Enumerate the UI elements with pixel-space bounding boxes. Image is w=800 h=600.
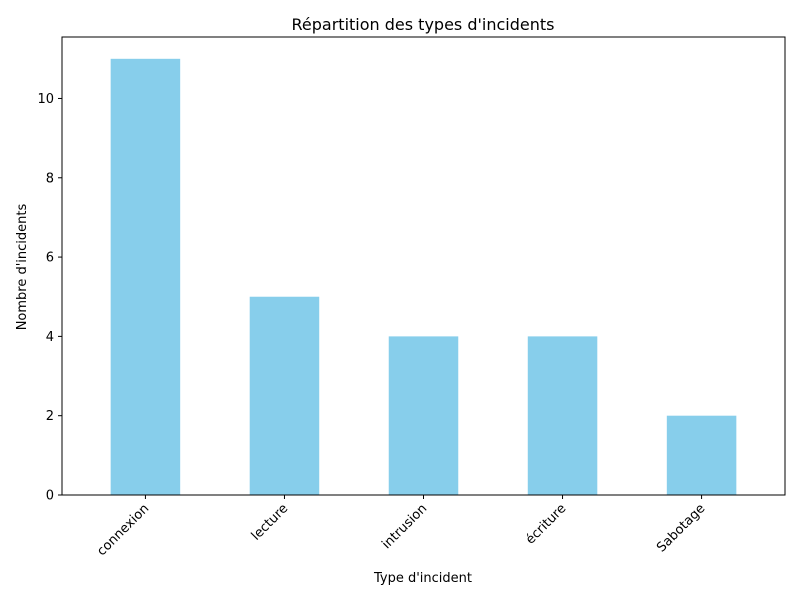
x-tick-label-intrusion: intrusion: [379, 501, 430, 552]
bar-intrusion: [388, 336, 459, 495]
y-axis: 0 2 4 6 8 10: [37, 92, 62, 504]
y-tick-label: 2: [46, 409, 54, 424]
bars-group: [110, 58, 737, 496]
y-tick-label: 4: [46, 330, 54, 345]
y-axis-title: Nombre d'incidents: [15, 203, 30, 330]
x-tick-label-connexion: connexion: [94, 501, 152, 559]
y-tick-label: 0: [46, 489, 54, 504]
bar-Sabotage: [666, 415, 737, 495]
chart-title: Répartition des types d'incidents: [292, 15, 555, 34]
bar-écriture: [527, 336, 598, 495]
y-tick-label: 6: [46, 251, 54, 266]
bar-lecture: [249, 296, 320, 495]
x-tick-label-Sabotage: Sabotage: [654, 501, 708, 555]
x-tick-label-écriture: écriture: [523, 501, 569, 547]
y-tick-label: 10: [37, 92, 54, 107]
x-axis-title: Type d'incident: [373, 571, 472, 586]
x-axis: connexion lecture intrusion écriture Sabotag…: [94, 495, 708, 559]
x-tick-label-lecture: lecture: [249, 501, 292, 544]
y-tick-label: 8: [46, 171, 54, 186]
bar-connexion: [110, 58, 181, 496]
